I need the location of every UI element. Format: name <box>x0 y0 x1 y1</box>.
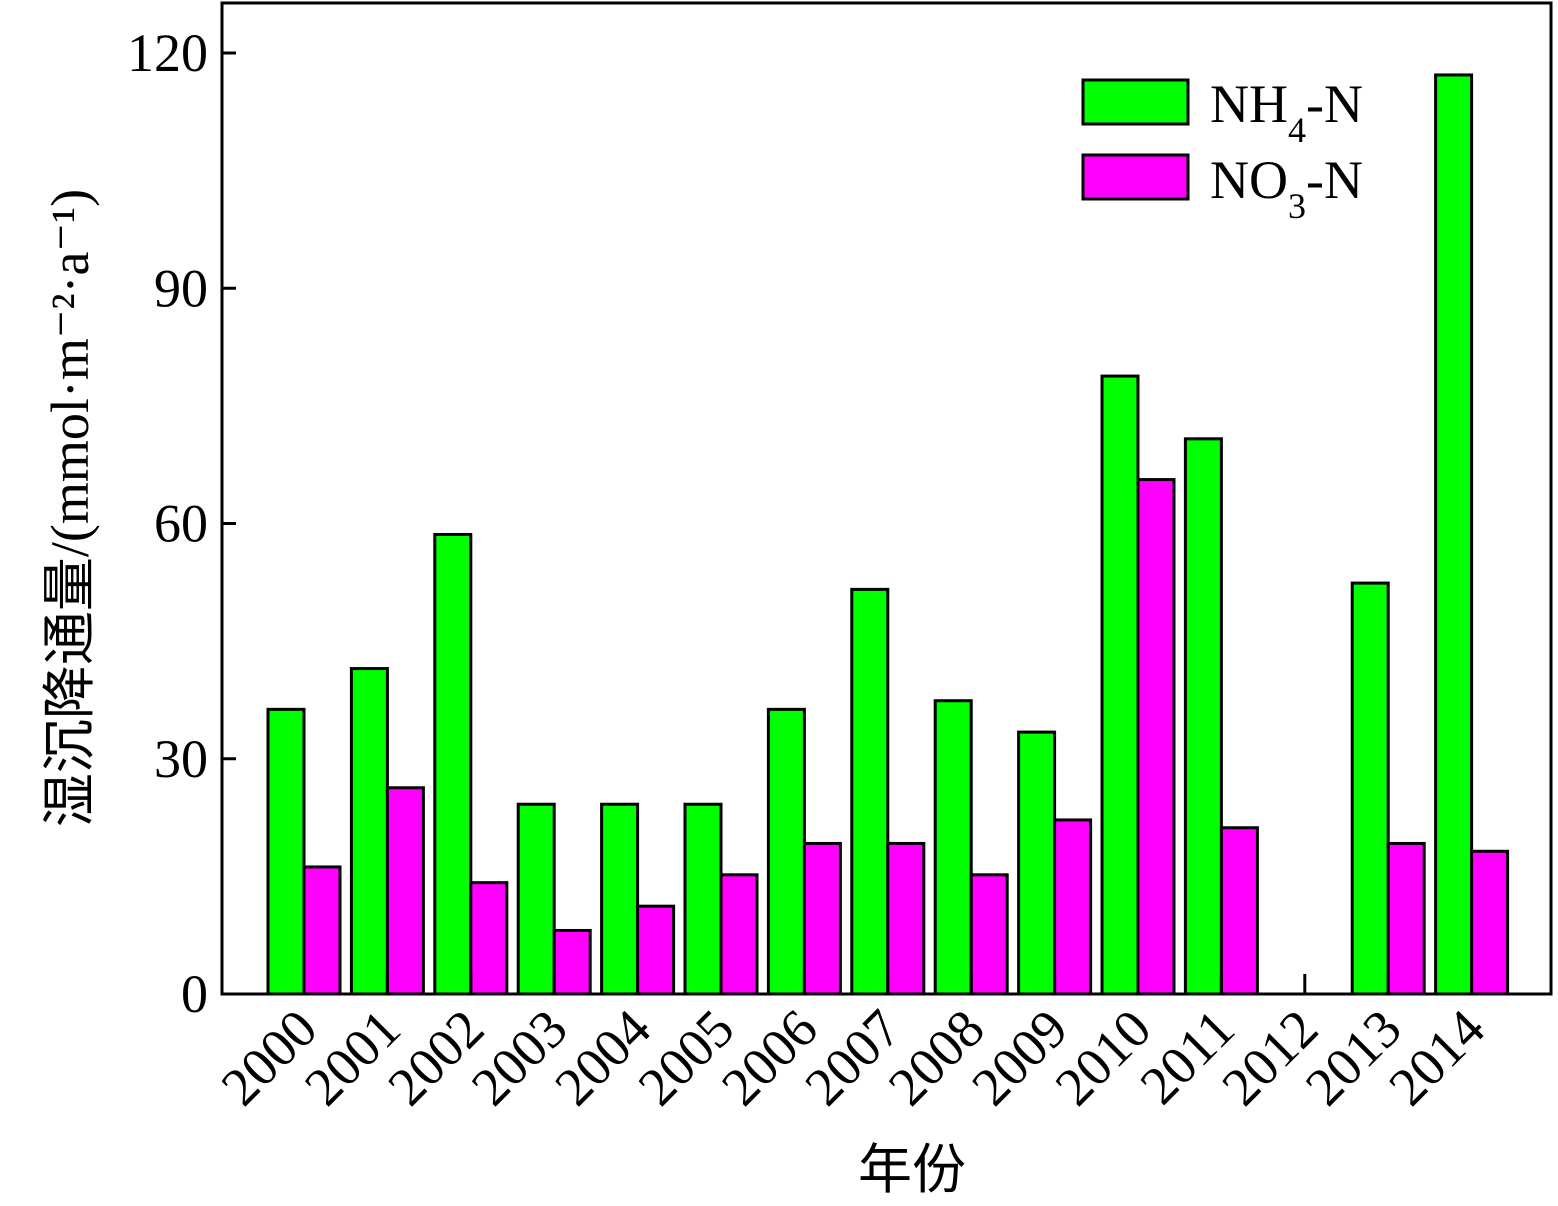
x-tick-label-2014: 2014 <box>1377 998 1496 1117</box>
bar-no3-2003 <box>552 928 592 996</box>
bar-no3-2014 <box>1470 849 1510 996</box>
bar-nh4-2005 <box>683 802 723 996</box>
y-tick-label-90: 90 <box>154 258 208 318</box>
y-tick-label-0: 0 <box>181 964 208 1024</box>
bar-nh4-2006 <box>766 707 806 996</box>
x-axis-title: 年份 <box>858 1140 966 1200</box>
bars-group <box>266 73 1510 996</box>
legend-swatch-nh4 <box>1081 78 1190 126</box>
y-tick-label-30: 30 <box>154 729 208 789</box>
bar-nh4-2003 <box>516 802 556 996</box>
y-tick-label-60: 60 <box>154 494 208 554</box>
bar-nh4-2013 <box>1350 581 1390 996</box>
bar-no3-2004 <box>636 904 676 996</box>
bar-no3-2002 <box>469 881 509 996</box>
bar-nh4-2011 <box>1183 437 1223 996</box>
bar-nh4-2014 <box>1434 73 1474 996</box>
bar-no3-2010 <box>1136 478 1176 996</box>
bar-nh4-2002 <box>433 532 473 996</box>
y-axis-title: 湿沉降通量/(mmol·m⁻²·a⁻¹) <box>40 189 100 827</box>
bar-no3-2000 <box>302 865 342 996</box>
bar-nh4-2010 <box>1100 374 1140 996</box>
bar-no3-2008 <box>969 873 1009 996</box>
bar-nh4-2007 <box>850 587 890 996</box>
bar-nh4-2004 <box>600 802 640 996</box>
bar-no3-2011 <box>1219 826 1259 996</box>
bar-no3-2001 <box>385 786 425 996</box>
legend-label-nh4: NH4-N <box>1210 74 1363 150</box>
bar-nh4-2000 <box>266 707 306 996</box>
bar-nh4-2001 <box>349 667 389 996</box>
legend: NH4-N NO3-N <box>1081 74 1363 226</box>
y-tick-label-120: 120 <box>127 23 208 83</box>
bar-no3-2007 <box>886 841 926 996</box>
legend-label-no3: NO3-N <box>1210 150 1363 226</box>
bar-no3-2005 <box>719 873 759 996</box>
bar-nh4-2008 <box>933 699 973 996</box>
legend-swatch-no3 <box>1081 153 1190 201</box>
bar-no3-2013 <box>1386 841 1426 996</box>
bar-no3-2009 <box>1053 818 1093 996</box>
bar-no3-2006 <box>802 841 842 996</box>
bar-nh4-2009 <box>1017 730 1057 996</box>
y-axis: 0 30 60 90 120 <box>127 23 236 1024</box>
